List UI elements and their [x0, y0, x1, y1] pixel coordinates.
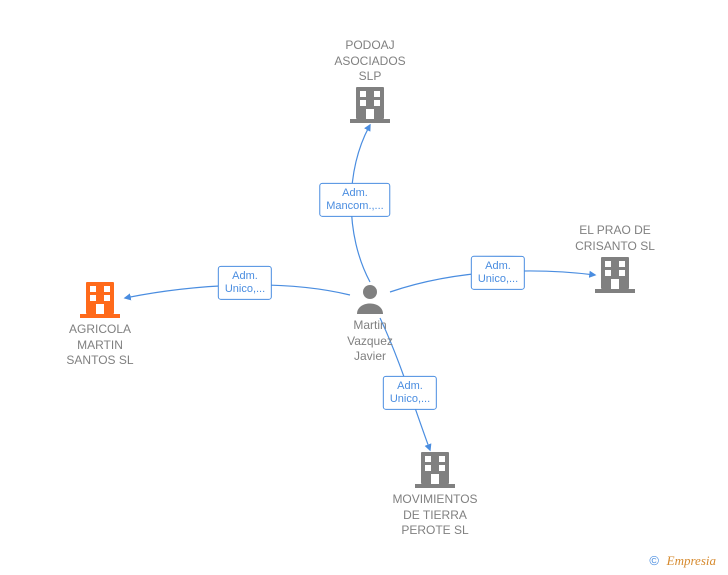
node-elprao[interactable]	[595, 257, 635, 293]
node-podoaj[interactable]	[350, 87, 390, 123]
brand-name: Empresia	[667, 553, 716, 568]
edge-label-podoaj[interactable]: Adm.Mancom.,...	[319, 183, 390, 217]
center-person-node[interactable]	[357, 285, 383, 314]
network-canvas	[0, 0, 728, 575]
copyright-symbol: ©	[649, 553, 659, 568]
edge-label-elprao[interactable]: Adm.Unico,...	[471, 256, 525, 290]
node-label-podoaj: PODOAJASOCIADOSSLP	[315, 38, 425, 85]
node-agricola[interactable]	[80, 282, 120, 318]
center-person-label: MartinVazquezJavier	[315, 318, 425, 365]
watermark: © Empresia	[649, 553, 716, 569]
edge-label-agricola[interactable]: Adm.Unico,...	[218, 266, 272, 300]
node-movimientos[interactable]	[415, 452, 455, 488]
node-label-elprao: EL PRAO DECRISANTO SL	[560, 223, 670, 254]
node-label-movimientos: MOVIMIENTOSDE TIERRAPEROTE SL	[380, 492, 490, 539]
node-label-agricola: AGRICOLAMARTINSANTOS SL	[45, 322, 155, 369]
edge-label-movimientos[interactable]: Adm.Unico,...	[383, 376, 437, 410]
